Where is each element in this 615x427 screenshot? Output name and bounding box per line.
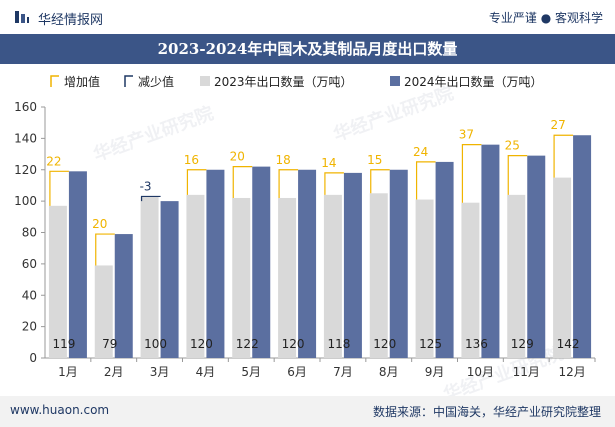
data-label-2024: 120 [373, 337, 396, 351]
bar-2023 [140, 196, 159, 358]
decrease-bracket [140, 195, 161, 202]
legend-swatch-2024 [390, 76, 400, 86]
source-text: 数据来源：中国海关，华经产业研究院整理 [372, 405, 601, 419]
bar-2024 [389, 169, 408, 358]
data-label-2024: 100 [144, 337, 167, 351]
x-tick-label: 5月 [241, 365, 261, 379]
footer-bar: www.huaon.com 数据来源：中国海关，华经产业研究院整理 [0, 396, 615, 427]
change-label: 20 [230, 150, 245, 164]
change-label: 14 [321, 156, 336, 170]
legend-label-2023: 2023年出口数量（万吨） [214, 75, 353, 89]
bar-2024 [114, 234, 133, 358]
x-tick-label: 12月 [558, 365, 585, 379]
x-tick-label: 8月 [379, 365, 399, 379]
legend-swatch-decrease [124, 75, 133, 87]
bar-2024 [481, 144, 500, 358]
bar-2023 [278, 197, 297, 358]
change-label: 15 [367, 153, 382, 167]
increase-bracket [232, 166, 253, 198]
data-label-2024: 125 [419, 337, 442, 351]
bar-2023 [369, 193, 388, 358]
y-tick-label: 60 [22, 257, 37, 271]
bar-2024 [435, 161, 454, 358]
x-tick-label: 9月 [425, 365, 445, 379]
x-tick-label: 7月 [333, 365, 353, 379]
chart-plot: 0 20 40 60 80 100 120 140 160 22 119 1月 20 79 2月 -3 100 3… [14, 100, 596, 379]
bar-2023 [232, 197, 251, 358]
increase-bracket [49, 170, 69, 206]
y-tick-label: 0 [29, 351, 37, 365]
bar-2024 [527, 155, 546, 358]
website-text: www.huaon.com [10, 403, 110, 417]
legend-label-decrease: 减少值 [138, 75, 175, 89]
legend-label-2024: 2024年出口数量（万吨） [404, 75, 543, 89]
change-label: 37 [459, 128, 474, 142]
increase-bracket [278, 169, 299, 198]
data-label-2024: 142 [557, 337, 580, 351]
x-tick-label: 11月 [513, 365, 540, 379]
data-label-2024: 136 [465, 337, 488, 351]
increase-bracket [553, 134, 574, 178]
header-bar: 华经情报网 专业严谨 ● 客观科学 [0, 0, 615, 34]
bar-2024 [206, 169, 225, 358]
change-label: 25 [505, 139, 520, 153]
y-tick-label: 160 [14, 100, 37, 114]
increase-bracket [415, 161, 436, 200]
bar-2024 [298, 169, 317, 358]
bar-2024 [160, 201, 179, 358]
change-label: 27 [550, 118, 565, 132]
slogan: 专业严谨 ● 客观科学 [488, 11, 603, 25]
change-label: 18 [275, 153, 290, 167]
bar-2023 [323, 194, 342, 358]
x-tick-label: 1月 [58, 365, 78, 379]
bar-2023 [186, 194, 205, 358]
data-label-2024: 129 [511, 337, 534, 351]
increase-bracket [95, 233, 115, 266]
y-tick-label: 20 [22, 320, 37, 334]
legend-swatch-increase [50, 75, 59, 87]
y-tick-label: 40 [22, 288, 37, 302]
x-tick-label: 3月 [150, 365, 170, 379]
change-label: 20 [92, 217, 107, 231]
bar-2023 [48, 205, 67, 358]
change-label: -3 [140, 179, 152, 193]
y-tick-label: 140 [14, 131, 37, 145]
brand-name: 华经情报网 [38, 13, 104, 28]
bar-2023 [507, 194, 526, 358]
legend-swatch-2023 [200, 76, 210, 86]
bar-2024 [68, 171, 87, 358]
change-label: 16 [184, 153, 199, 167]
x-tick-label: 4月 [196, 365, 216, 379]
x-tick-label: 6月 [287, 365, 307, 379]
bar-2023 [415, 199, 434, 358]
increase-bracket [461, 144, 482, 203]
data-label-2024: 120 [282, 337, 305, 351]
increase-bracket [370, 169, 390, 194]
bar-2023 [461, 202, 480, 358]
bar-2024 [343, 172, 362, 358]
data-label-2024: 118 [327, 337, 350, 351]
x-tick-label: 2月 [104, 365, 124, 379]
change-label: 24 [413, 145, 428, 159]
bar-2024 [252, 166, 271, 358]
y-tick-label: 100 [14, 194, 37, 208]
bar-2023 [94, 265, 113, 358]
change-label: 22 [46, 154, 61, 168]
increase-bracket [324, 172, 344, 195]
increase-bracket [507, 155, 528, 195]
y-tick-label: 80 [22, 226, 37, 240]
data-label-2024: 122 [236, 337, 259, 351]
y-tick-label: 120 [14, 163, 37, 177]
x-tick-label: 10月 [467, 365, 494, 379]
title-bar: 2023-2024年中国木及其制品月度出口数量 [0, 34, 615, 64]
legend-label-increase: 增加值 [64, 75, 101, 89]
bar-2024 [573, 135, 592, 358]
increase-bracket [186, 169, 207, 195]
data-label-2024: 120 [190, 337, 213, 351]
chart-title: 2023-2024年中国木及其制品月度出口数量 [157, 40, 458, 58]
logo-icon [15, 11, 29, 23]
bar-2023 [553, 177, 572, 358]
data-label-2024: 79 [102, 337, 117, 351]
data-label-2024: 119 [52, 337, 75, 351]
